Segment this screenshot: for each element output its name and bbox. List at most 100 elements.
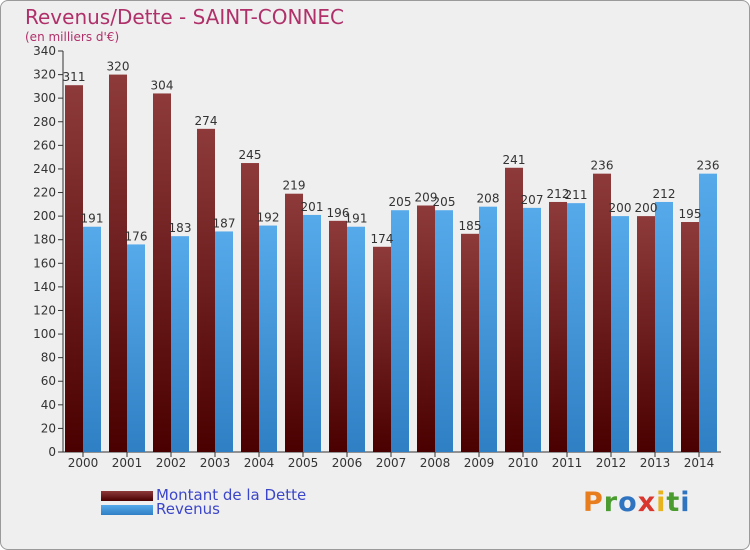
bar-revenus xyxy=(523,207,541,452)
legend-swatch-dette xyxy=(101,491,153,501)
data-label-dette: 241 xyxy=(503,153,526,167)
legend-swatch-revenus xyxy=(101,505,153,515)
x-tick-label: 2008 xyxy=(420,456,451,470)
logo-letter: P xyxy=(583,487,604,518)
x-tick-label: 2005 xyxy=(288,456,319,470)
legend-label-revenus: Revenus xyxy=(156,500,220,518)
x-tick-label: 2014 xyxy=(684,456,715,470)
data-label-revenus: 211 xyxy=(565,188,588,202)
chart-subtitle: (en milliers d'€) xyxy=(25,30,120,44)
bar-dette xyxy=(65,85,83,452)
data-label-dette: 195 xyxy=(679,207,702,221)
data-label-dette: 320 xyxy=(107,60,130,74)
data-label-revenus: 205 xyxy=(389,195,412,209)
data-label-revenus: 236 xyxy=(697,159,720,173)
logo-letter: o xyxy=(618,487,638,518)
bar-revenus xyxy=(479,206,497,452)
y-tick-label: 320 xyxy=(33,68,56,82)
y-tick-label: 240 xyxy=(33,162,56,176)
chart-bars xyxy=(65,74,717,453)
x-tick-label: 2006 xyxy=(332,456,363,470)
bar-revenus xyxy=(391,210,409,452)
bar-revenus xyxy=(171,236,189,452)
y-tick-label: 220 xyxy=(33,186,56,200)
bar-revenus xyxy=(655,201,673,452)
y-tick-label: 120 xyxy=(33,303,56,317)
data-label-revenus: 212 xyxy=(653,187,676,201)
y-tick-label: 40 xyxy=(41,398,56,412)
y-tick-label: 260 xyxy=(33,138,56,152)
x-tick-label: 2002 xyxy=(156,456,187,470)
logo-letter: i xyxy=(656,487,667,518)
chart-title: Revenus/Dette - SAINT-CONNEC xyxy=(25,5,345,29)
data-label-revenus: 201 xyxy=(301,200,324,214)
x-tick-label: 2004 xyxy=(244,456,275,470)
data-label-dette: 245 xyxy=(239,148,262,162)
bar-revenus xyxy=(83,226,101,452)
logo-letter: x xyxy=(637,487,657,518)
x-tick-label: 2001 xyxy=(112,456,143,470)
logo-letter: i xyxy=(680,487,691,518)
logo-letter: t xyxy=(666,487,681,518)
bar-dette xyxy=(637,216,655,452)
x-tick-label: 2012 xyxy=(596,456,627,470)
data-label-dette: 174 xyxy=(371,232,394,246)
x-tick-label: 2011 xyxy=(552,456,583,470)
data-label-revenus: 176 xyxy=(125,229,148,243)
bar-dette xyxy=(593,173,611,453)
bar-revenus xyxy=(435,210,453,452)
y-tick-label: 160 xyxy=(33,256,56,270)
data-label-dette: 200 xyxy=(635,201,658,215)
data-label-dette: 219 xyxy=(283,179,306,193)
bar-dette xyxy=(505,167,523,452)
y-tick-label: 280 xyxy=(33,115,56,129)
chart-axes: 0 20 40 60 80 100 120 140 160 180 200 220 240 260 280 3… xyxy=(33,44,721,470)
y-tick-label: 180 xyxy=(33,233,56,247)
y-tick-label: 340 xyxy=(33,44,56,58)
bar-revenus xyxy=(127,244,145,452)
y-tick-label: 80 xyxy=(41,351,56,365)
x-tick-label: 2009 xyxy=(464,456,495,470)
bar-dette xyxy=(681,222,699,452)
data-label-revenus: 200 xyxy=(609,201,632,215)
data-label-revenus: 205 xyxy=(433,195,456,209)
data-label-revenus: 187 xyxy=(213,216,236,230)
x-tick-label: 2000 xyxy=(68,456,99,470)
bar-revenus xyxy=(567,203,585,452)
bar-revenus xyxy=(215,231,233,452)
bar-revenus xyxy=(303,214,321,452)
bar-revenus xyxy=(347,226,365,452)
data-label-dette: 311 xyxy=(63,70,86,84)
data-label-dette: 212 xyxy=(547,187,570,201)
data-label-revenus: 191 xyxy=(345,212,368,226)
y-tick-label: 200 xyxy=(33,209,56,223)
data-label-dette: 236 xyxy=(591,159,614,173)
bar-dette xyxy=(549,201,567,452)
data-label-revenus: 191 xyxy=(81,212,104,226)
bar-dette xyxy=(285,193,303,453)
bar-revenus xyxy=(699,173,717,453)
bar-dette xyxy=(197,128,215,452)
legend-label-dette: Montant de la Dette xyxy=(156,486,307,504)
bar-dette xyxy=(153,93,171,452)
data-label-revenus: 208 xyxy=(477,192,500,206)
bar-dette xyxy=(373,246,391,452)
bar-revenus xyxy=(611,216,629,452)
x-tick-label: 2007 xyxy=(376,456,407,470)
data-label-dette: 274 xyxy=(195,114,218,128)
bar-dette xyxy=(417,205,435,452)
bar-dette xyxy=(109,74,127,453)
y-tick-label: 60 xyxy=(41,374,56,388)
y-tick-label: 140 xyxy=(33,280,56,294)
bar-dette xyxy=(329,220,347,452)
bar-dette xyxy=(461,233,479,452)
data-label-dette: 196 xyxy=(327,206,350,220)
data-label-revenus: 183 xyxy=(169,221,192,235)
bar-revenus xyxy=(259,225,277,452)
data-label-revenus: 207 xyxy=(521,193,544,207)
data-label-revenus: 192 xyxy=(257,211,280,225)
data-label-dette: 185 xyxy=(459,219,482,233)
data-label-dette: 209 xyxy=(415,191,438,205)
